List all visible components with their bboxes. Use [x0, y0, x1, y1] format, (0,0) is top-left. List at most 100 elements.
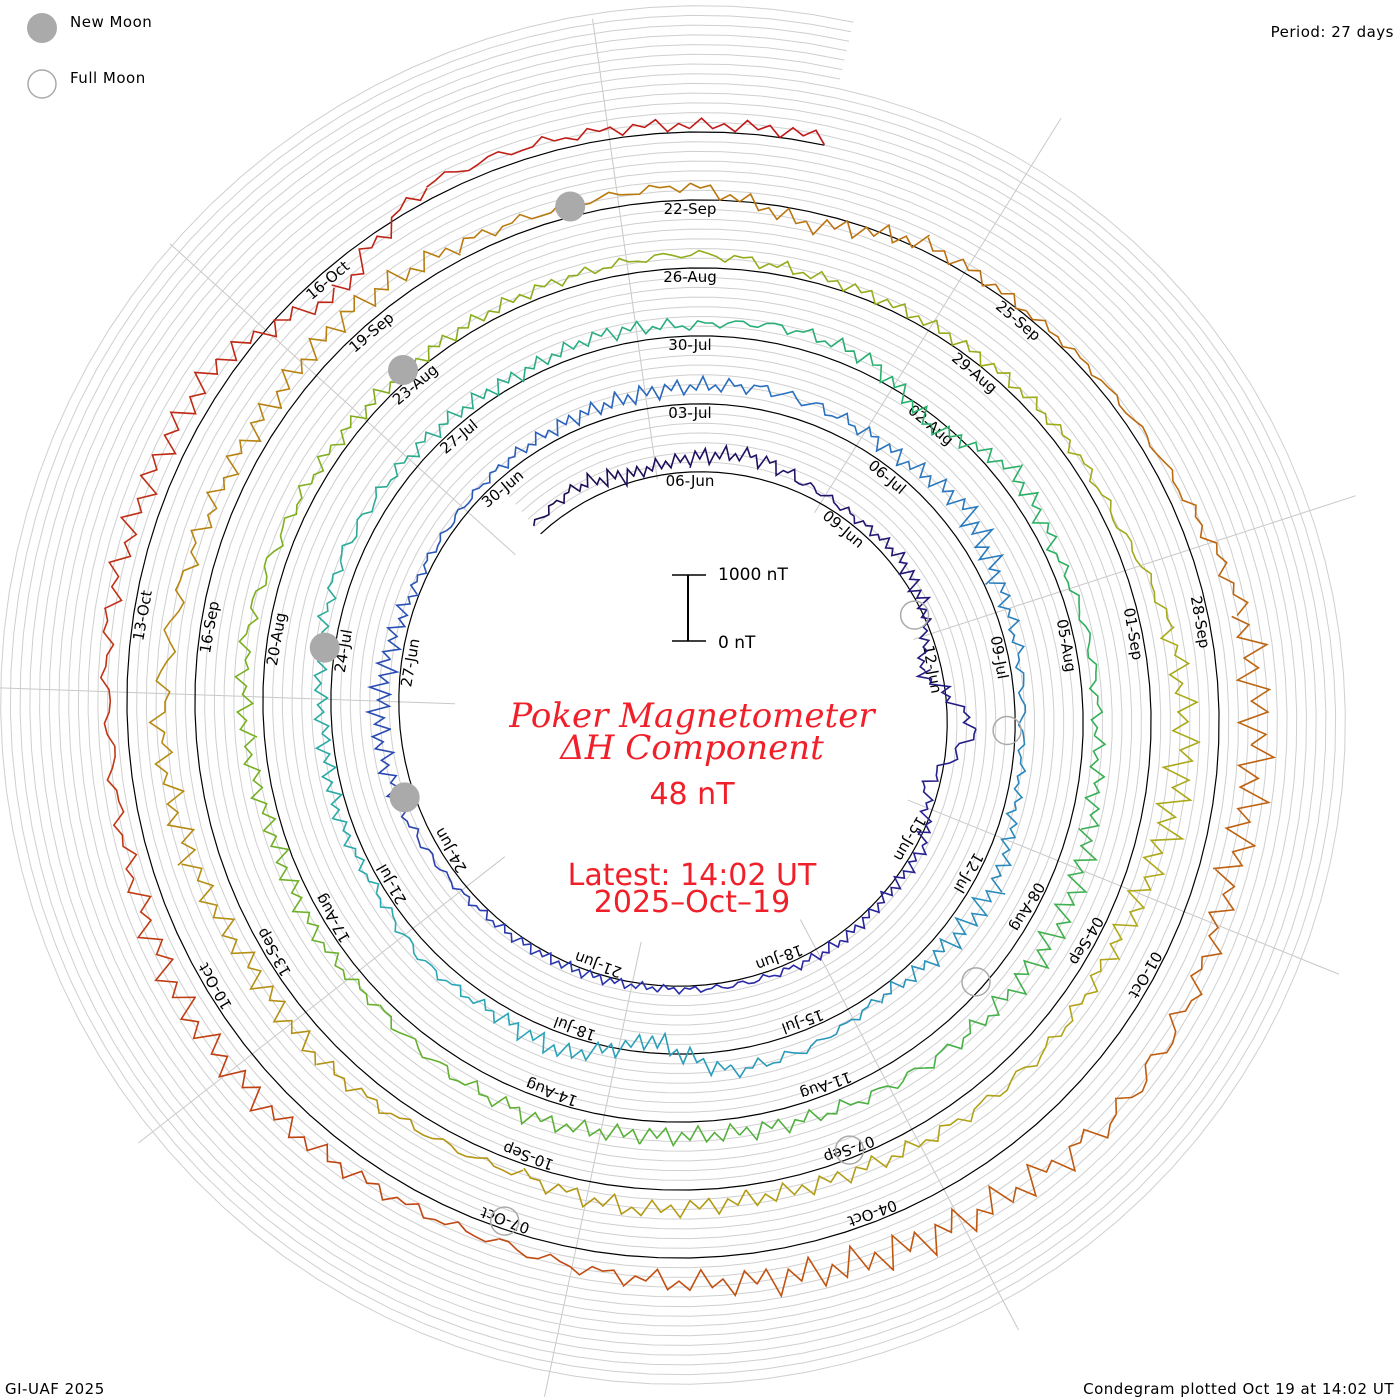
trace-segment-day [379, 1004, 451, 1079]
trace-segment-day [488, 266, 586, 314]
credit-label: GI-UAF 2025 [5, 1380, 105, 1398]
date-label: 20-Aug [263, 611, 290, 667]
scale-bar: 1000 nT 0 nT [672, 565, 788, 653]
trace-segment-day [656, 983, 723, 995]
date-label: 16-Oct [303, 257, 354, 304]
trace-segment-day [522, 331, 602, 381]
trace-segment-day [1189, 868, 1236, 1002]
trace-segment-day [805, 218, 930, 249]
trace-segment-day [689, 443, 752, 469]
trace-segment-day [939, 889, 1006, 953]
trace-segment-day [245, 535, 284, 635]
grid-spiral [39, 44, 1307, 1346]
new-moon-marker [388, 355, 419, 386]
trace-segment-day [921, 728, 977, 783]
trace-segment-day [446, 371, 525, 424]
trace-segment-day [1012, 1113, 1117, 1204]
trace-segment-day [879, 845, 928, 897]
latest-time: Latest: 14:02 UT [568, 858, 817, 893]
trace-segment-day [386, 423, 449, 487]
trace-segment-day [364, 658, 400, 731]
trace-segment-day [181, 863, 256, 968]
trace-segment-day [216, 287, 335, 362]
radial-grid-line [814, 118, 1062, 513]
trace-segment-day [414, 1129, 524, 1176]
date-label: 09-Jul [987, 634, 1012, 680]
full-moon-marker [961, 967, 991, 997]
current-value: 48 nT [649, 777, 735, 812]
radial-grid-line [169, 243, 516, 556]
trace-segment-day [803, 481, 855, 517]
grid-spiral [0, 5, 1346, 1385]
trace-segment-day [1116, 394, 1184, 500]
trace-segment-day [568, 1032, 653, 1062]
trace-segment-day [331, 365, 404, 446]
trace-segment-day [492, 1010, 571, 1058]
trace-segment-day [523, 1167, 633, 1216]
trace-segment-day [689, 319, 782, 331]
trace-segment-day [569, 182, 691, 207]
baseline-spiral [126, 131, 1220, 1259]
trace-segment-day [689, 117, 826, 146]
date-label: 01-Sep [1120, 606, 1147, 661]
grid-spiral [19, 24, 1327, 1366]
trace-segment-day [314, 732, 344, 820]
date-label: 06-Jul [865, 456, 910, 498]
trace-segment-day [316, 1060, 416, 1131]
trace-segment-day [479, 909, 532, 955]
trace-segment-day [638, 1122, 741, 1148]
full-moon-marker [899, 600, 930, 630]
trace-segment-day [126, 878, 196, 999]
trace-segment-day [243, 736, 277, 837]
trace-segment-day [458, 203, 570, 254]
trace-segment-day [689, 249, 795, 276]
trace-segment-day [381, 594, 419, 660]
full-moon-marker [489, 1206, 520, 1236]
full-moon-legend-label: Full Moon [70, 69, 146, 87]
trace-segment-day [915, 668, 977, 730]
trace-segment-day [533, 483, 580, 527]
trace-segment-day [1013, 731, 1027, 810]
trace-segment-day [353, 247, 461, 312]
scale-top-label: 1000 nT [718, 565, 788, 585]
trace-segment-day [1011, 464, 1058, 555]
date-label: 03-Jul [668, 404, 711, 422]
trace-segment-day [530, 949, 595, 980]
trace-segment-day [896, 460, 966, 510]
trace-segment-day [916, 781, 935, 847]
trace-segment-day [957, 1047, 1047, 1123]
full-moon-marker [992, 715, 1022, 746]
radial-grid-line [543, 941, 642, 1397]
trace-segment-day [1231, 615, 1272, 746]
data-trace [99, 117, 1277, 1299]
grid-spiral [29, 34, 1317, 1356]
trace-segment-day [547, 392, 616, 437]
trace-segment-day [1014, 653, 1027, 732]
new-moon-legend-icon [27, 13, 57, 43]
trace-segment-day [234, 633, 258, 738]
trace-segment-day [622, 1268, 758, 1297]
trace-segment-day [448, 1077, 542, 1126]
new-moon-marker [555, 191, 586, 222]
trace-segment-day [378, 1184, 499, 1243]
trace-segment-day [432, 859, 481, 911]
plotted-label: Condegram plotted Oct 19 at 14:02 UT [1083, 1380, 1394, 1398]
radial-grid-line [799, 919, 1020, 1331]
trace-segment-day [738, 1108, 837, 1142]
new-moon-marker [309, 632, 340, 663]
moon-markers [309, 191, 1022, 1236]
date-label: 19-Sep [346, 309, 398, 357]
date-label: 29-Aug [948, 349, 1001, 397]
trace-segment-day [980, 362, 1064, 435]
trace-segment-day [927, 237, 1027, 312]
trace-segment-day [1159, 626, 1199, 743]
trace-segment-day [489, 429, 550, 474]
latest-date: 2025–Oct–19 [594, 885, 790, 920]
trace-segment-day [425, 960, 494, 1012]
trace-segment-day [148, 619, 177, 744]
trace-segment-day [793, 270, 894, 309]
new-moon-legend-label: New Moon [70, 13, 153, 31]
trace-segment-day [689, 374, 768, 396]
date-label: 12-Jul [950, 850, 987, 897]
